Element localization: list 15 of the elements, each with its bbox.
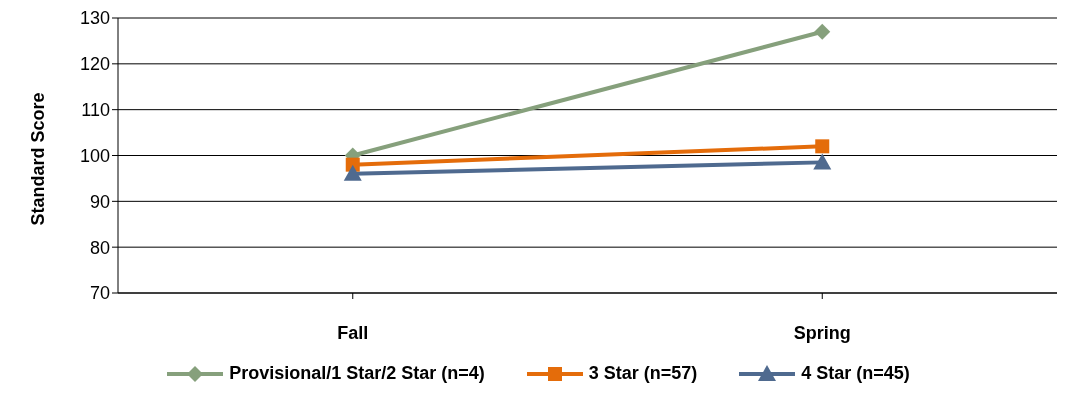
y-tick-label: 100 [79,145,110,166]
legend-label: 4 Star (n=45) [801,363,910,384]
point [814,23,831,40]
x-tick-label: Spring [793,322,851,343]
y-tick-label: 70 [89,283,110,304]
legend-label: Provisional/1 Star/2 Star (n=4) [229,363,485,384]
point [815,139,830,154]
y-tick-label: 110 [81,100,110,121]
x-tick-label: Fall [337,322,369,343]
y-tick-label: 130 [79,8,110,29]
y-tick-label: 90 [89,191,110,212]
y-tick-label: 80 [89,237,110,258]
y-axis-title: Standard Score [28,92,49,226]
y-tick-label: 120 [79,54,110,75]
legend-label: 3 Star (n=57) [588,363,698,384]
